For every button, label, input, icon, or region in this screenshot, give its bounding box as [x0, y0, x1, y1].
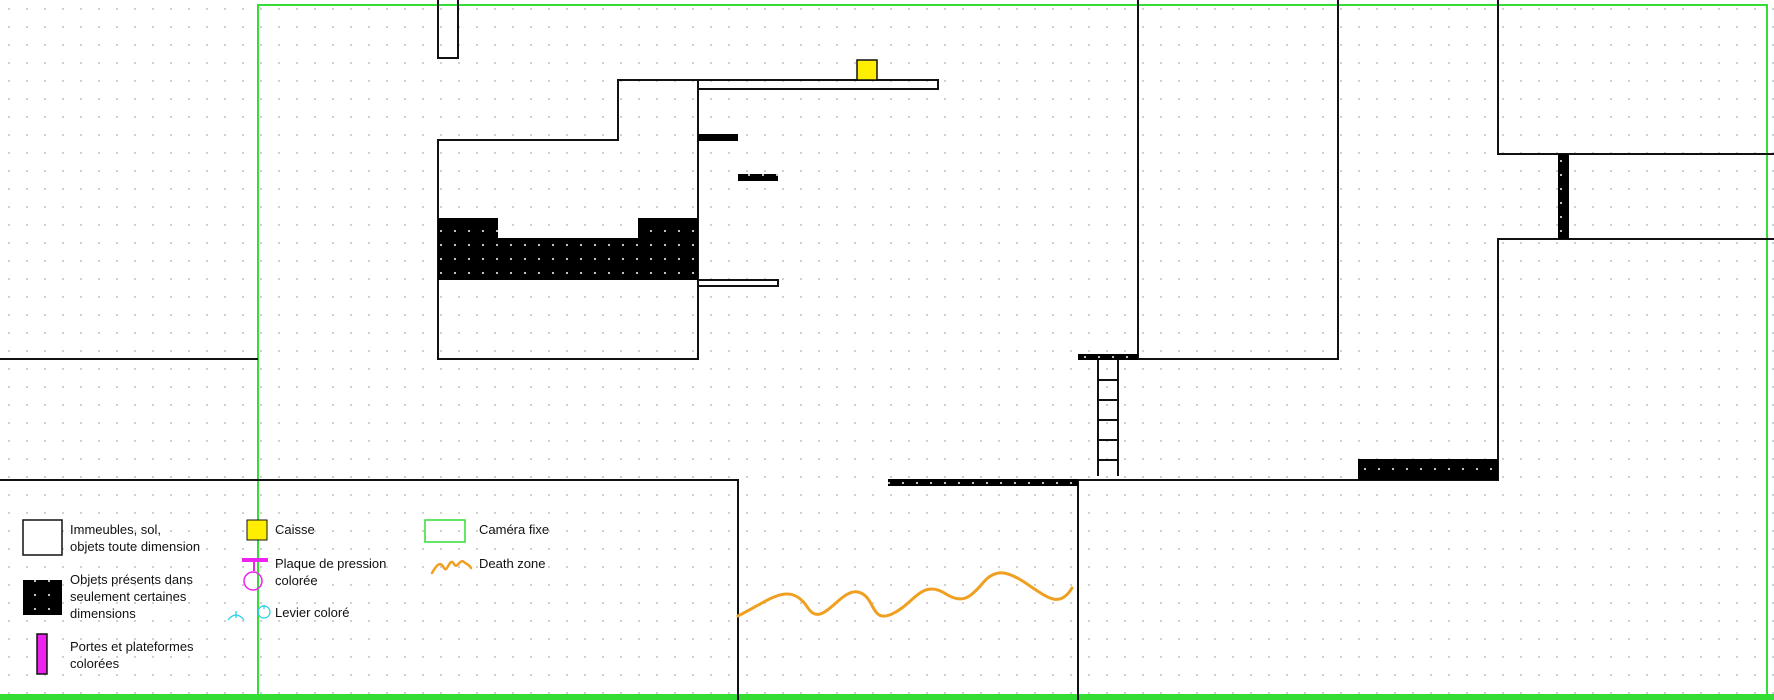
ground-left: [0, 479, 739, 700]
ladder: [1097, 359, 1119, 476]
dimension-wall: [1558, 154, 1569, 239]
legend-fixed-camera-label: Caméra fixe: [479, 522, 550, 537]
dimension-ladder-top: [1078, 354, 1138, 360]
lower-ledge: [697, 279, 779, 287]
death-zone-wave: [736, 571, 1074, 618]
fixed-camera-frame: [257, 4, 1768, 700]
lever-icon: [227, 605, 271, 621]
right-upper-block: [1497, 0, 1774, 155]
crate: [856, 59, 878, 81]
pressure-plate-icon: [242, 558, 268, 591]
legend-buildings-label: Immeubles, sol, objets toute dimension: [70, 522, 201, 554]
legend-colored-door-swatch: [36, 633, 48, 675]
legend-camera-swatch: [424, 519, 466, 543]
legend-dimension-swatch: [23, 580, 62, 615]
legend-crate-swatch: [246, 519, 268, 541]
legend-dimension-objects-label: Objets présents dans seulement certaines…: [70, 572, 193, 621]
legend-crate-label: Caisse: [275, 522, 315, 537]
legend-building-swatch: [22, 519, 63, 556]
dimension-bridge: [888, 479, 1078, 486]
tall-building: [1137, 0, 1339, 360]
dimension-step-2: [738, 174, 778, 181]
death-zone-icon: [430, 559, 473, 575]
legend-death-zone-label: Death zone: [479, 556, 546, 571]
legend-lever-label: Levier coloré: [275, 605, 350, 620]
central-building: [437, 79, 699, 360]
chimney: [437, 0, 459, 59]
dimension-right-block: [1358, 459, 1498, 480]
right-lower-block: [1078, 238, 1774, 481]
legend-pressure-plate-label: Plaque de pression colorée: [275, 556, 387, 588]
top-platform: [697, 79, 939, 90]
dimension-block-main: [438, 218, 698, 280]
dimension-step-1: [698, 134, 738, 141]
legend-colored-doors-label: Portes et plateformes colorées: [70, 639, 194, 671]
